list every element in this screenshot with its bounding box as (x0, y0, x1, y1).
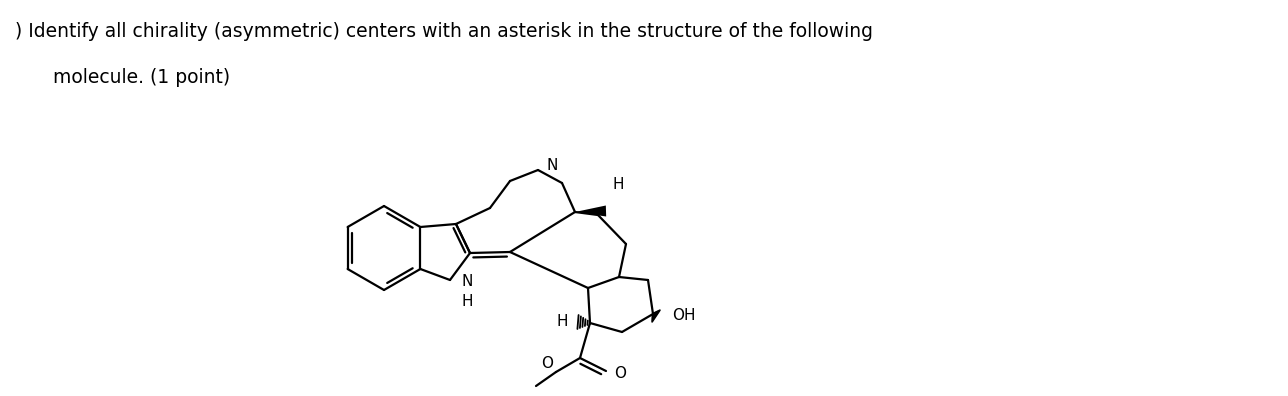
Text: O: O (541, 356, 553, 371)
Text: O: O (614, 367, 626, 381)
Text: ) Identify all chirality (asymmetric) centers with an asterisk in the structure : ) Identify all chirality (asymmetric) ce… (15, 22, 873, 41)
Text: OH: OH (672, 308, 696, 324)
Polygon shape (574, 206, 607, 217)
Text: H: H (462, 294, 474, 309)
Text: N: N (546, 158, 558, 173)
Text: H: H (612, 177, 623, 192)
Text: molecule. (1 point): molecule. (1 point) (35, 68, 231, 87)
Text: H: H (556, 314, 568, 329)
Text: N: N (462, 274, 474, 289)
